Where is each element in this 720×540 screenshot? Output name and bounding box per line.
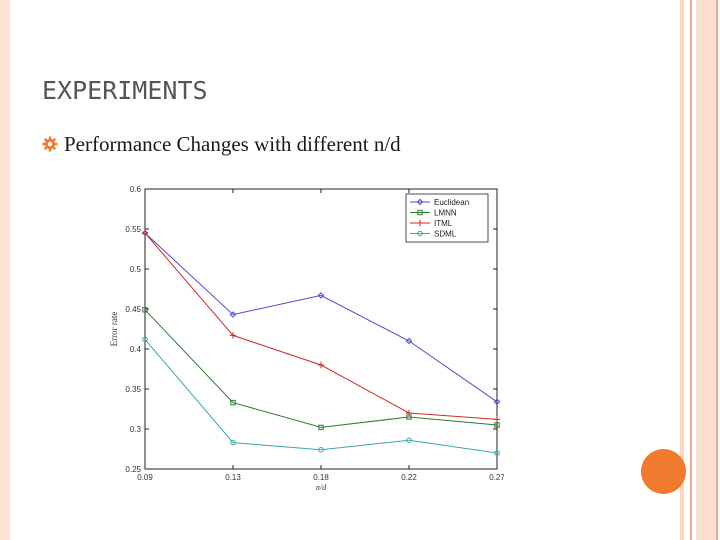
- data-point: [405, 337, 413, 345]
- y-tick-label: 0.45: [125, 305, 141, 314]
- data-point: [230, 399, 236, 406]
- series-line: [144, 309, 498, 428]
- y-tick-label: 0.5: [130, 265, 142, 274]
- data-point: [493, 398, 501, 406]
- right-decor-stripe: [696, 0, 716, 540]
- y-axis-label: Error rate: [109, 312, 119, 347]
- x-tick-label: 0.18: [313, 473, 329, 482]
- data-point: [141, 229, 149, 237]
- data-point: [494, 422, 500, 428]
- data-point: [317, 361, 325, 369]
- data-point: [229, 332, 237, 339]
- x-tick-label: 0.22: [401, 473, 417, 482]
- gear-icon: [42, 136, 58, 152]
- data-point: [229, 311, 237, 318]
- y-tick-label: 0.3: [130, 425, 142, 434]
- series-line: [144, 232, 498, 403]
- series-line: [144, 339, 498, 454]
- x-tick-label: 0.13: [225, 473, 241, 482]
- right-decor-stripe: [680, 0, 684, 540]
- line-chart: 0.25 0.3 0.35 0.4 0.45 0.5 0.55 0.6 0.09 0.13 0.18…: [109, 185, 504, 492]
- data-point: [142, 336, 148, 343]
- legend-marker: [416, 219, 424, 227]
- data-point: [142, 307, 148, 313]
- y-tick-label: 0.55: [125, 225, 141, 234]
- x-tick-label: 0.27: [489, 473, 504, 482]
- data-point: [405, 409, 413, 417]
- legend-marker: [417, 209, 423, 216]
- data-point: [230, 439, 236, 446]
- y-tick-label: 0.6: [130, 185, 142, 194]
- slide-title: EXPERIMENTS: [42, 76, 208, 105]
- y-tick-label: 0.25: [125, 465, 141, 474]
- data-point: [318, 447, 324, 453]
- legend-label: ITML: [434, 219, 453, 228]
- data-point: [406, 437, 412, 444]
- legend-label: LMNN: [434, 209, 457, 218]
- right-decor-stripe: [716, 0, 718, 540]
- right-decor-stripe: [690, 0, 692, 540]
- bullet-text: Performance Changes with different n/d: [64, 132, 401, 156]
- legend-marker: [417, 230, 423, 237]
- left-decor-bar: [0, 0, 10, 540]
- legend-marker: [416, 198, 424, 206]
- data-point: [494, 450, 500, 456]
- decor-circle: [641, 449, 686, 494]
- data-point: [493, 416, 501, 423]
- data-point: [317, 292, 325, 299]
- data-point: [318, 424, 324, 431]
- legend-label: SDML: [434, 230, 457, 239]
- y-tick-label: 0.4: [130, 345, 142, 354]
- x-tick-label: 0.09: [137, 473, 153, 482]
- x-axis-label: n/d: [316, 483, 327, 492]
- y-tick-label: 0.35: [125, 385, 141, 394]
- legend-label: Euclidean: [434, 198, 469, 207]
